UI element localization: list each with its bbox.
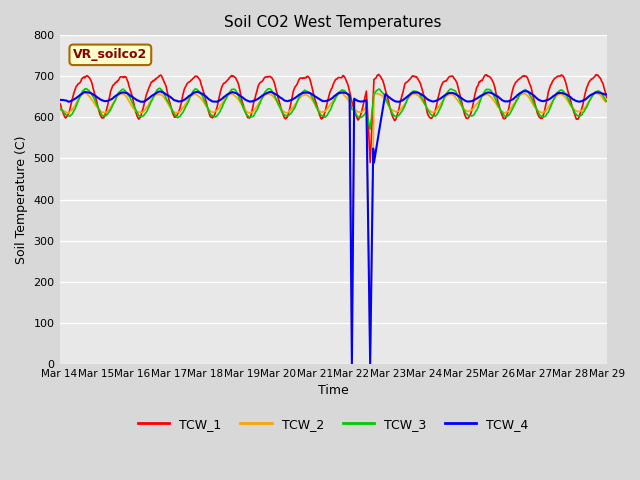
- TCW_3: [603, 98, 611, 104]
- TCW_3: [65, 113, 73, 119]
- Line: TCW_1: TCW_1: [60, 74, 607, 163]
- TCW_1: [417, 84, 425, 89]
- TCW_4: [177, 98, 185, 104]
- TCW_4: [522, 88, 529, 94]
- TCW_1: [177, 100, 185, 106]
- TCW_2: [122, 93, 130, 99]
- TCW_2: [207, 108, 214, 114]
- TCW_4: [401, 96, 408, 102]
- TCW_2: [177, 107, 185, 113]
- TCW_3: [122, 88, 130, 94]
- TCW_1: [122, 74, 130, 80]
- TCW_4: [348, 361, 356, 367]
- TCW_3: [417, 94, 425, 100]
- TCW_1: [207, 114, 214, 120]
- TCW_4: [56, 97, 63, 103]
- TCW_3: [56, 106, 63, 111]
- TCW_1: [366, 160, 374, 166]
- TCW_2: [417, 95, 424, 101]
- TCW_2: [56, 106, 63, 112]
- Legend: TCW_1, TCW_2, TCW_3, TCW_4: TCW_1, TCW_2, TCW_3, TCW_4: [133, 413, 533, 436]
- Line: TCW_2: TCW_2: [60, 93, 607, 360]
- TCW_1: [374, 72, 382, 77]
- TCW_4: [65, 99, 73, 105]
- TCW_3: [366, 126, 374, 132]
- TCW_1: [56, 100, 63, 106]
- Title: Soil CO2 West Temperatures: Soil CO2 West Temperatures: [225, 15, 442, 30]
- TCW_3: [179, 110, 186, 116]
- TCW_1: [603, 95, 611, 100]
- TCW_2: [65, 109, 73, 115]
- TCW_4: [603, 91, 611, 97]
- TCW_2: [593, 90, 600, 96]
- TCW_3: [156, 85, 163, 91]
- Text: VR_soilco2: VR_soilco2: [73, 48, 147, 61]
- TCW_1: [401, 80, 409, 86]
- X-axis label: Time: Time: [318, 384, 349, 397]
- TCW_1: [65, 108, 73, 114]
- TCW_4: [417, 91, 424, 97]
- TCW_2: [603, 99, 611, 105]
- Y-axis label: Soil Temperature (C): Soil Temperature (C): [15, 135, 28, 264]
- TCW_2: [401, 102, 408, 108]
- TCW_4: [207, 97, 214, 103]
- Line: TCW_3: TCW_3: [60, 88, 607, 129]
- Line: TCW_4: TCW_4: [60, 91, 607, 364]
- TCW_2: [366, 357, 374, 362]
- TCW_4: [122, 90, 130, 96]
- TCW_3: [207, 112, 215, 118]
- TCW_3: [401, 102, 409, 108]
